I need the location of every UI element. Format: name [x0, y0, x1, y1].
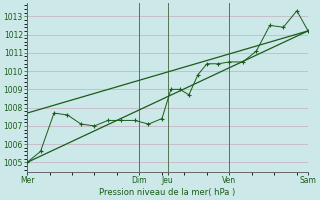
X-axis label: Pression niveau de la mer( hPa ): Pression niveau de la mer( hPa ) — [100, 188, 236, 197]
